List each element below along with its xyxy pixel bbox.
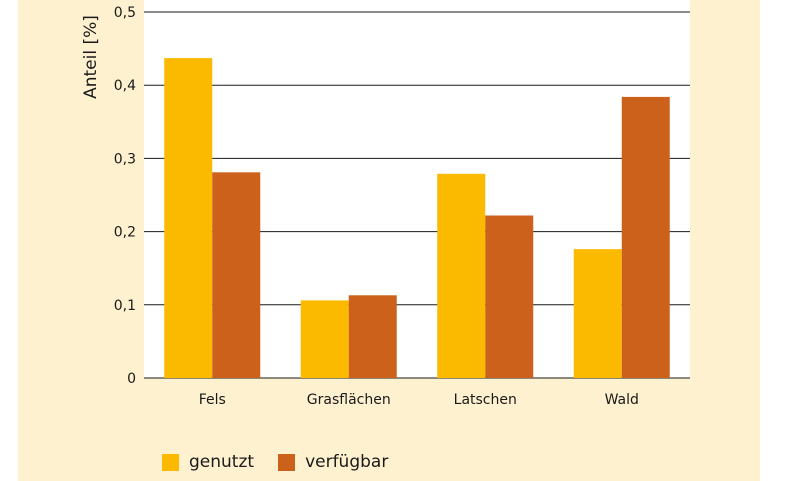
bar-verfuegbar-1 [348, 295, 397, 378]
bar-verfuegbar-2 [485, 215, 534, 378]
x-tick-label: Fels [199, 392, 226, 408]
y-tick-label: 0,1 [114, 298, 136, 314]
legend-swatch-verfuegbar [278, 453, 296, 471]
y-axis-label: Anteil [%] [81, 15, 101, 99]
bars [164, 58, 670, 379]
x-tick-label: Grasflächen [307, 392, 391, 408]
y-tick-label: 0 [127, 371, 136, 387]
legend-item-verfuegbar: verfügbar [278, 452, 388, 472]
bar-verfuegbar-3 [621, 96, 670, 379]
x-tick-labels: Fels Grasflächen Latschen Wald [199, 392, 639, 408]
legend-swatch-genutzt [162, 453, 179, 471]
x-tick-label: Latschen [454, 392, 517, 408]
bar-genutzt-3 [573, 249, 622, 378]
chart-panel: 0 0,1 0,2 0,3 0,4 0,5 Fels Grasflächen Latschen… [18, 0, 760, 481]
bar-genutzt-0 [164, 58, 213, 379]
y-tick-label: 0,3 [114, 151, 136, 167]
y-tick-labels: 0 0,1 0,2 0,3 0,4 0,5 [114, 5, 136, 387]
bar-genutzt-2 [437, 173, 486, 378]
legend-item-genutzt: genutzt [162, 452, 254, 472]
legend: genutzt verfügbar [162, 452, 412, 472]
y-tick-label: 0,5 [114, 5, 136, 21]
bar-chart: 0 0,1 0,2 0,3 0,4 0,5 Fels Grasflächen Latschen… [18, 0, 760, 481]
legend-label-genutzt: genutzt [189, 452, 255, 472]
y-tick-label: 0,4 [114, 78, 136, 94]
x-tick-label: Wald [605, 392, 639, 408]
y-tick-label: 0,2 [114, 225, 136, 241]
legend-label-verfuegbar: verfügbar [305, 452, 389, 472]
bar-verfuegbar-0 [212, 172, 261, 378]
bar-genutzt-1 [300, 300, 349, 378]
